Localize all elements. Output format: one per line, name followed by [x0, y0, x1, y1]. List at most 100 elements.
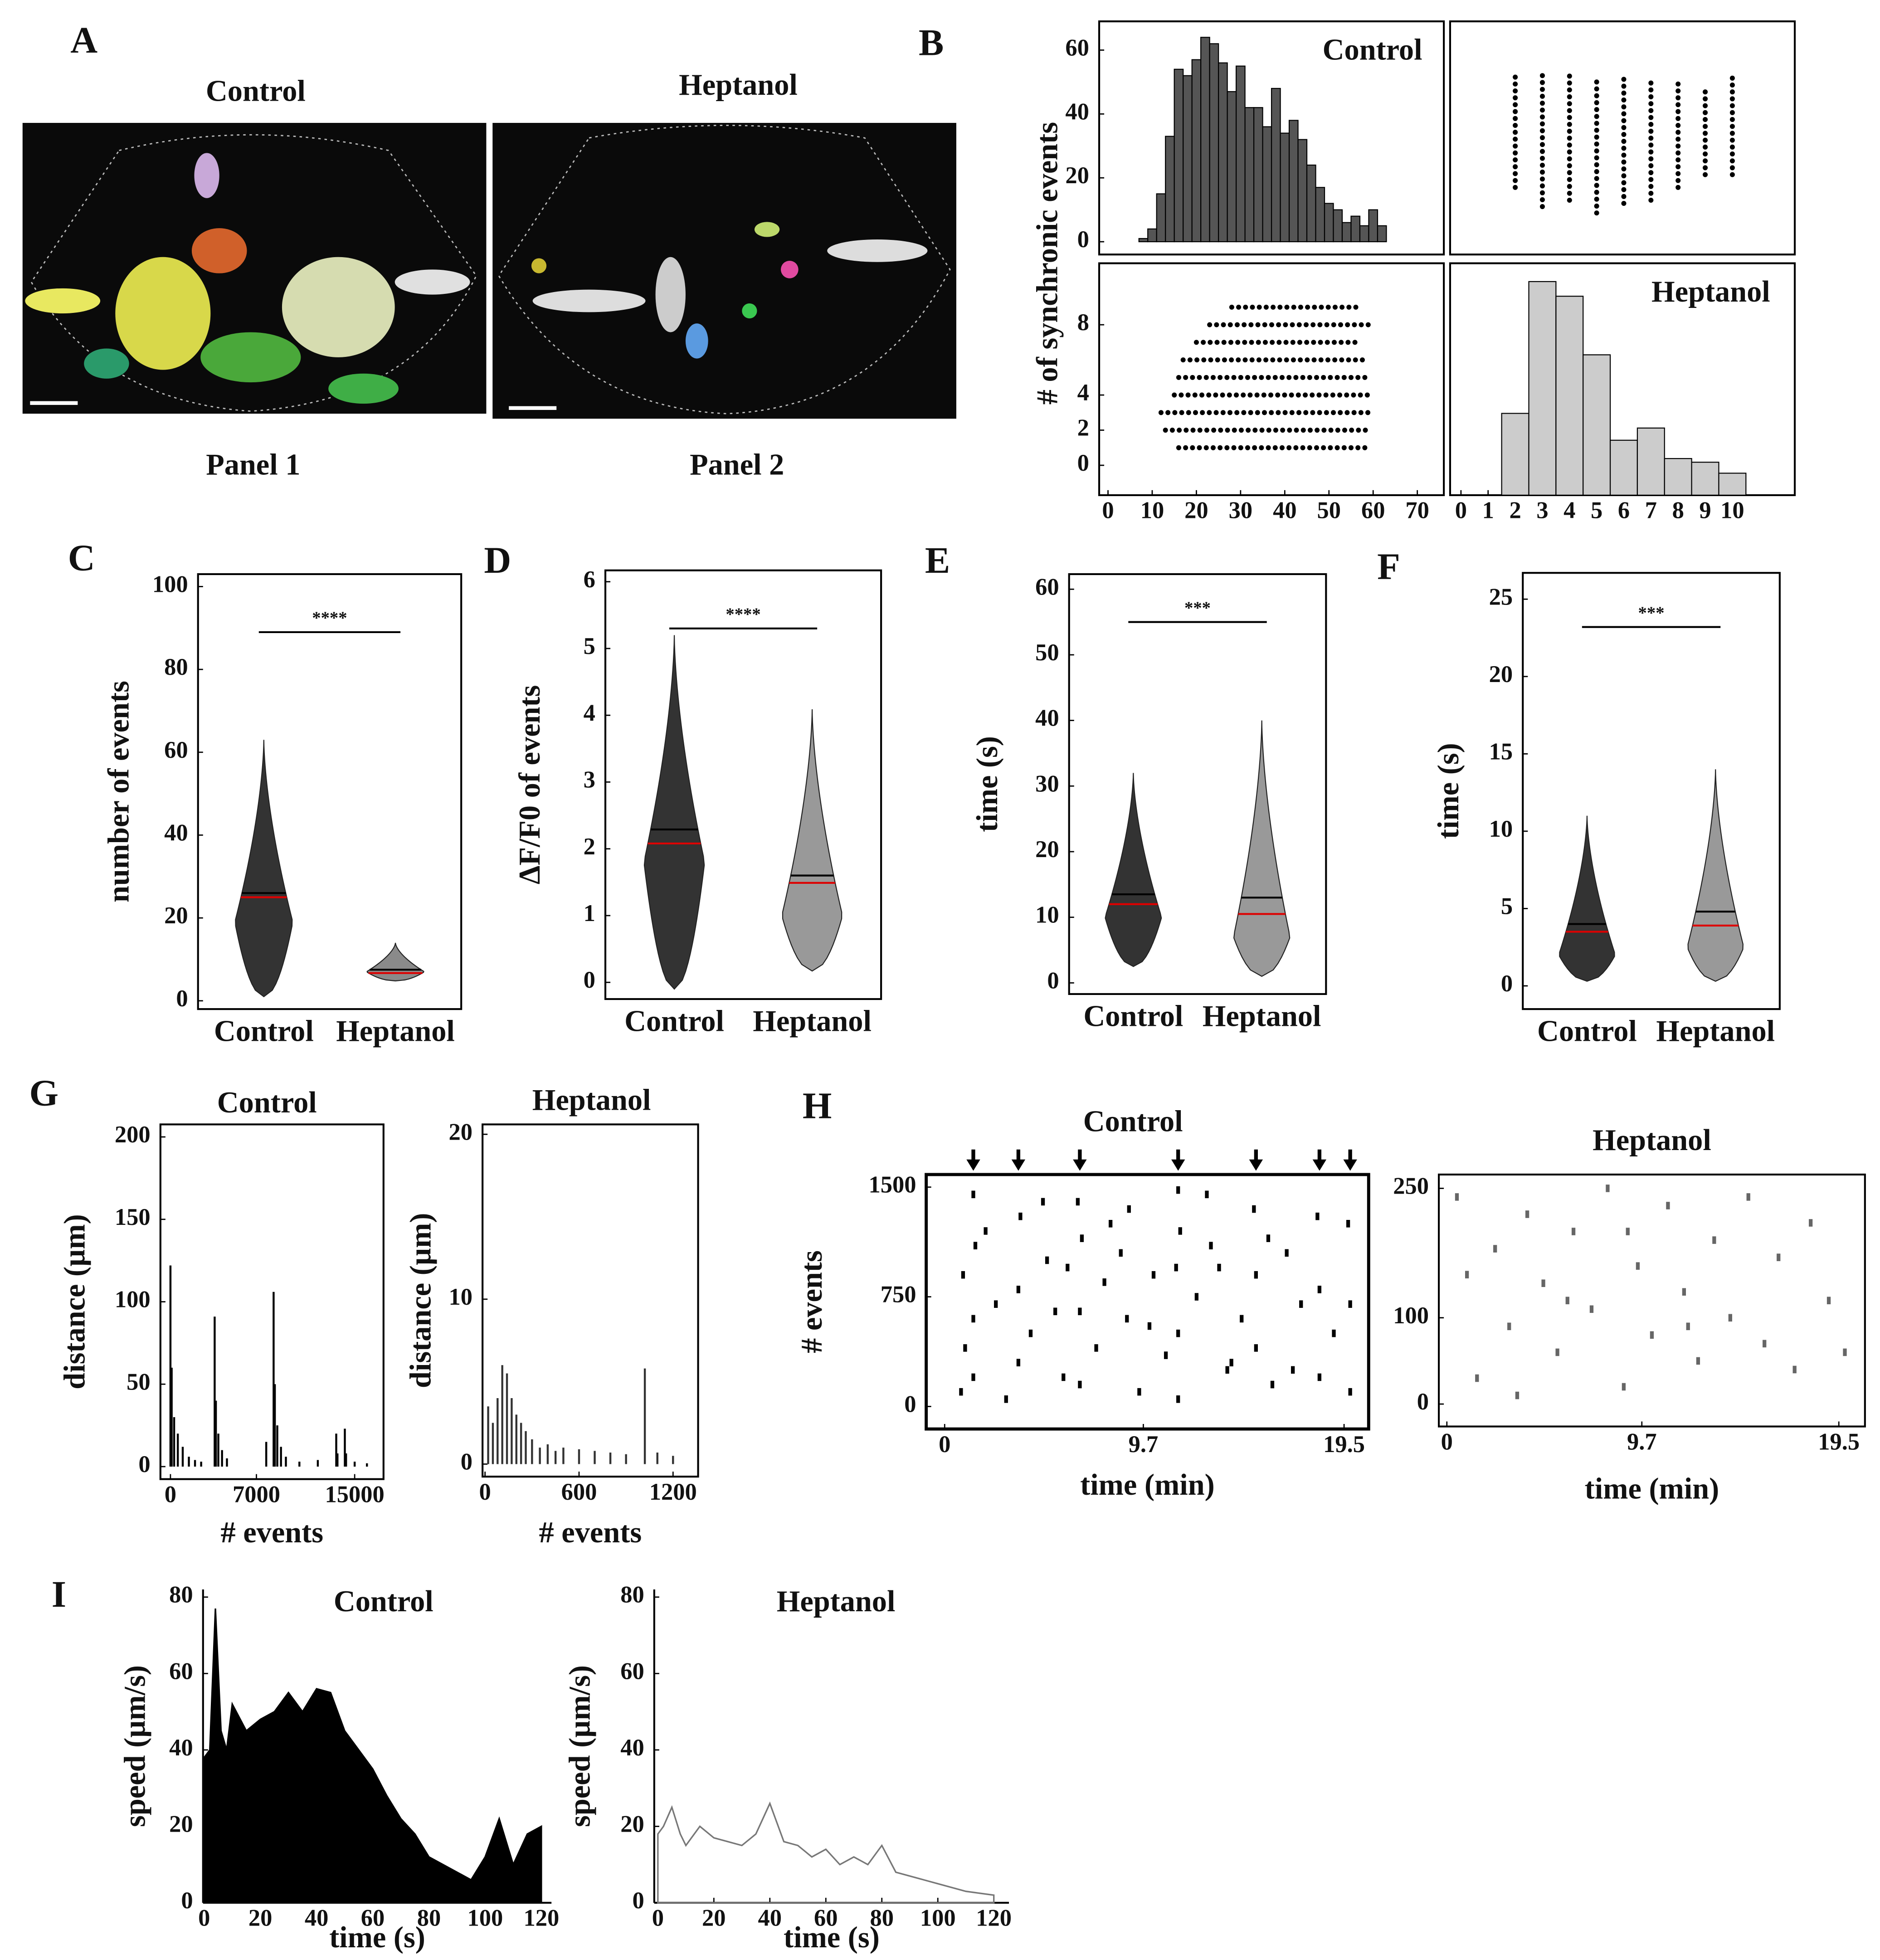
- bar: [1359, 225, 1369, 243]
- significance-label: ****: [312, 609, 347, 628]
- event: [994, 1300, 998, 1308]
- x-tick-label: 9.7: [1129, 1431, 1159, 1458]
- panel-letter: B: [919, 21, 944, 63]
- y-tick-label: 20: [1065, 162, 1089, 189]
- bar: [1555, 296, 1584, 496]
- chart-title: Heptanol: [1593, 1124, 1711, 1157]
- y-tick-label: 80: [164, 654, 188, 680]
- bar: [1333, 209, 1343, 243]
- x-tick-label: Control: [214, 1015, 314, 1048]
- y-axis-label: time (s): [971, 736, 1004, 832]
- y-tick-label: 40: [164, 820, 188, 846]
- event: [1299, 1300, 1303, 1308]
- event: [1164, 1351, 1168, 1359]
- violin: [1687, 769, 1744, 982]
- bar: [1244, 107, 1255, 243]
- bar: [1324, 203, 1334, 243]
- bar: [1636, 427, 1665, 496]
- y-tick-label: 0: [181, 1887, 193, 1914]
- bar: [1280, 132, 1290, 243]
- image-caption: Panel 2: [690, 448, 784, 481]
- x-tick-label: 60: [361, 1905, 385, 1931]
- event: [1119, 1249, 1123, 1257]
- x-tick-label: Heptanol: [1203, 1000, 1321, 1033]
- event: [1041, 1198, 1045, 1206]
- x-tick-label: 600: [561, 1479, 597, 1505]
- event: [1125, 1315, 1129, 1323]
- y-tick-label: 3: [584, 767, 595, 793]
- y-tick-label: 2: [584, 834, 595, 860]
- bar: [1236, 65, 1246, 243]
- bar: [1138, 238, 1149, 243]
- y-tick-label: 60: [1035, 574, 1059, 600]
- bar: [1156, 193, 1166, 243]
- y-tick-label: 1: [584, 900, 595, 926]
- event: [1108, 1220, 1113, 1228]
- x-tick-label: 20: [248, 1905, 273, 1931]
- bar: [1200, 37, 1210, 243]
- bar: [1174, 68, 1184, 243]
- event: [1080, 1234, 1084, 1242]
- y-tick-label: 15: [1489, 738, 1513, 765]
- x-tick-label: Heptanol: [753, 1005, 872, 1038]
- significance-label: ****: [726, 605, 760, 624]
- y-tick-label: 100: [152, 571, 188, 597]
- x-tick-label: 100: [920, 1905, 956, 1931]
- y-tick-label: 10: [1035, 902, 1059, 928]
- event: [971, 1373, 975, 1381]
- event: [963, 1344, 967, 1352]
- bar: [1183, 75, 1193, 243]
- y-tick-label: 40: [1035, 705, 1059, 731]
- bar: [1368, 209, 1378, 243]
- x-axis-label: time (s): [784, 1921, 880, 1954]
- event: [1348, 1388, 1352, 1396]
- event: [961, 1271, 965, 1279]
- x-tick-label: 40: [758, 1905, 782, 1931]
- plot-frame: [197, 573, 463, 1010]
- image-caption: Panel 1: [206, 448, 300, 481]
- x-tick-label: 60: [814, 1905, 838, 1931]
- x-tick-label: 1: [1482, 497, 1494, 524]
- event: [1777, 1253, 1781, 1261]
- y-tick-label: 20: [169, 1811, 193, 1837]
- event: [1102, 1278, 1106, 1286]
- y-tick-label: 8: [1077, 309, 1089, 336]
- microscopy-image: [22, 122, 487, 414]
- y-axis-label: distance (µm): [404, 1213, 437, 1388]
- y-tick-label: 750: [881, 1282, 916, 1308]
- y-axis-label: time (s): [1432, 743, 1465, 839]
- y-axis-label: distance (µm): [58, 1214, 92, 1389]
- event: [1555, 1348, 1559, 1356]
- bar: [1191, 59, 1202, 243]
- image-title: Control: [206, 75, 306, 108]
- plot-frame: [482, 1123, 699, 1478]
- x-tick-label: 19.5: [1818, 1429, 1860, 1455]
- event: [1176, 1186, 1180, 1194]
- y-tick-label: 0: [1077, 226, 1089, 253]
- event: [1028, 1329, 1033, 1337]
- y-axis-label: # events: [795, 1250, 828, 1353]
- event: [1194, 1293, 1198, 1301]
- bar: [1377, 225, 1387, 243]
- x-tick-label: 60: [1361, 497, 1385, 524]
- event: [1225, 1366, 1229, 1374]
- event: [1004, 1395, 1008, 1403]
- y-tick-label: 0: [1501, 970, 1513, 997]
- event: [1205, 1190, 1209, 1199]
- x-tick-label: Heptanol: [1656, 1015, 1775, 1048]
- y-tick-label: 200: [115, 1121, 151, 1148]
- y-tick-label: 6: [584, 566, 595, 593]
- event: [1315, 1212, 1320, 1220]
- panel-letter: A: [70, 19, 97, 61]
- violin: [1105, 773, 1162, 967]
- event: [1151, 1271, 1156, 1279]
- y-axis-label: speed (µm/s): [118, 1665, 151, 1827]
- x-tick-label: 8: [1672, 497, 1684, 524]
- event: [1507, 1322, 1511, 1331]
- y-axis-label: speed (µm/s): [563, 1665, 596, 1827]
- event: [1525, 1210, 1529, 1218]
- chart-title: Control: [217, 1086, 317, 1119]
- event: [1317, 1373, 1322, 1381]
- bar: [1528, 281, 1557, 496]
